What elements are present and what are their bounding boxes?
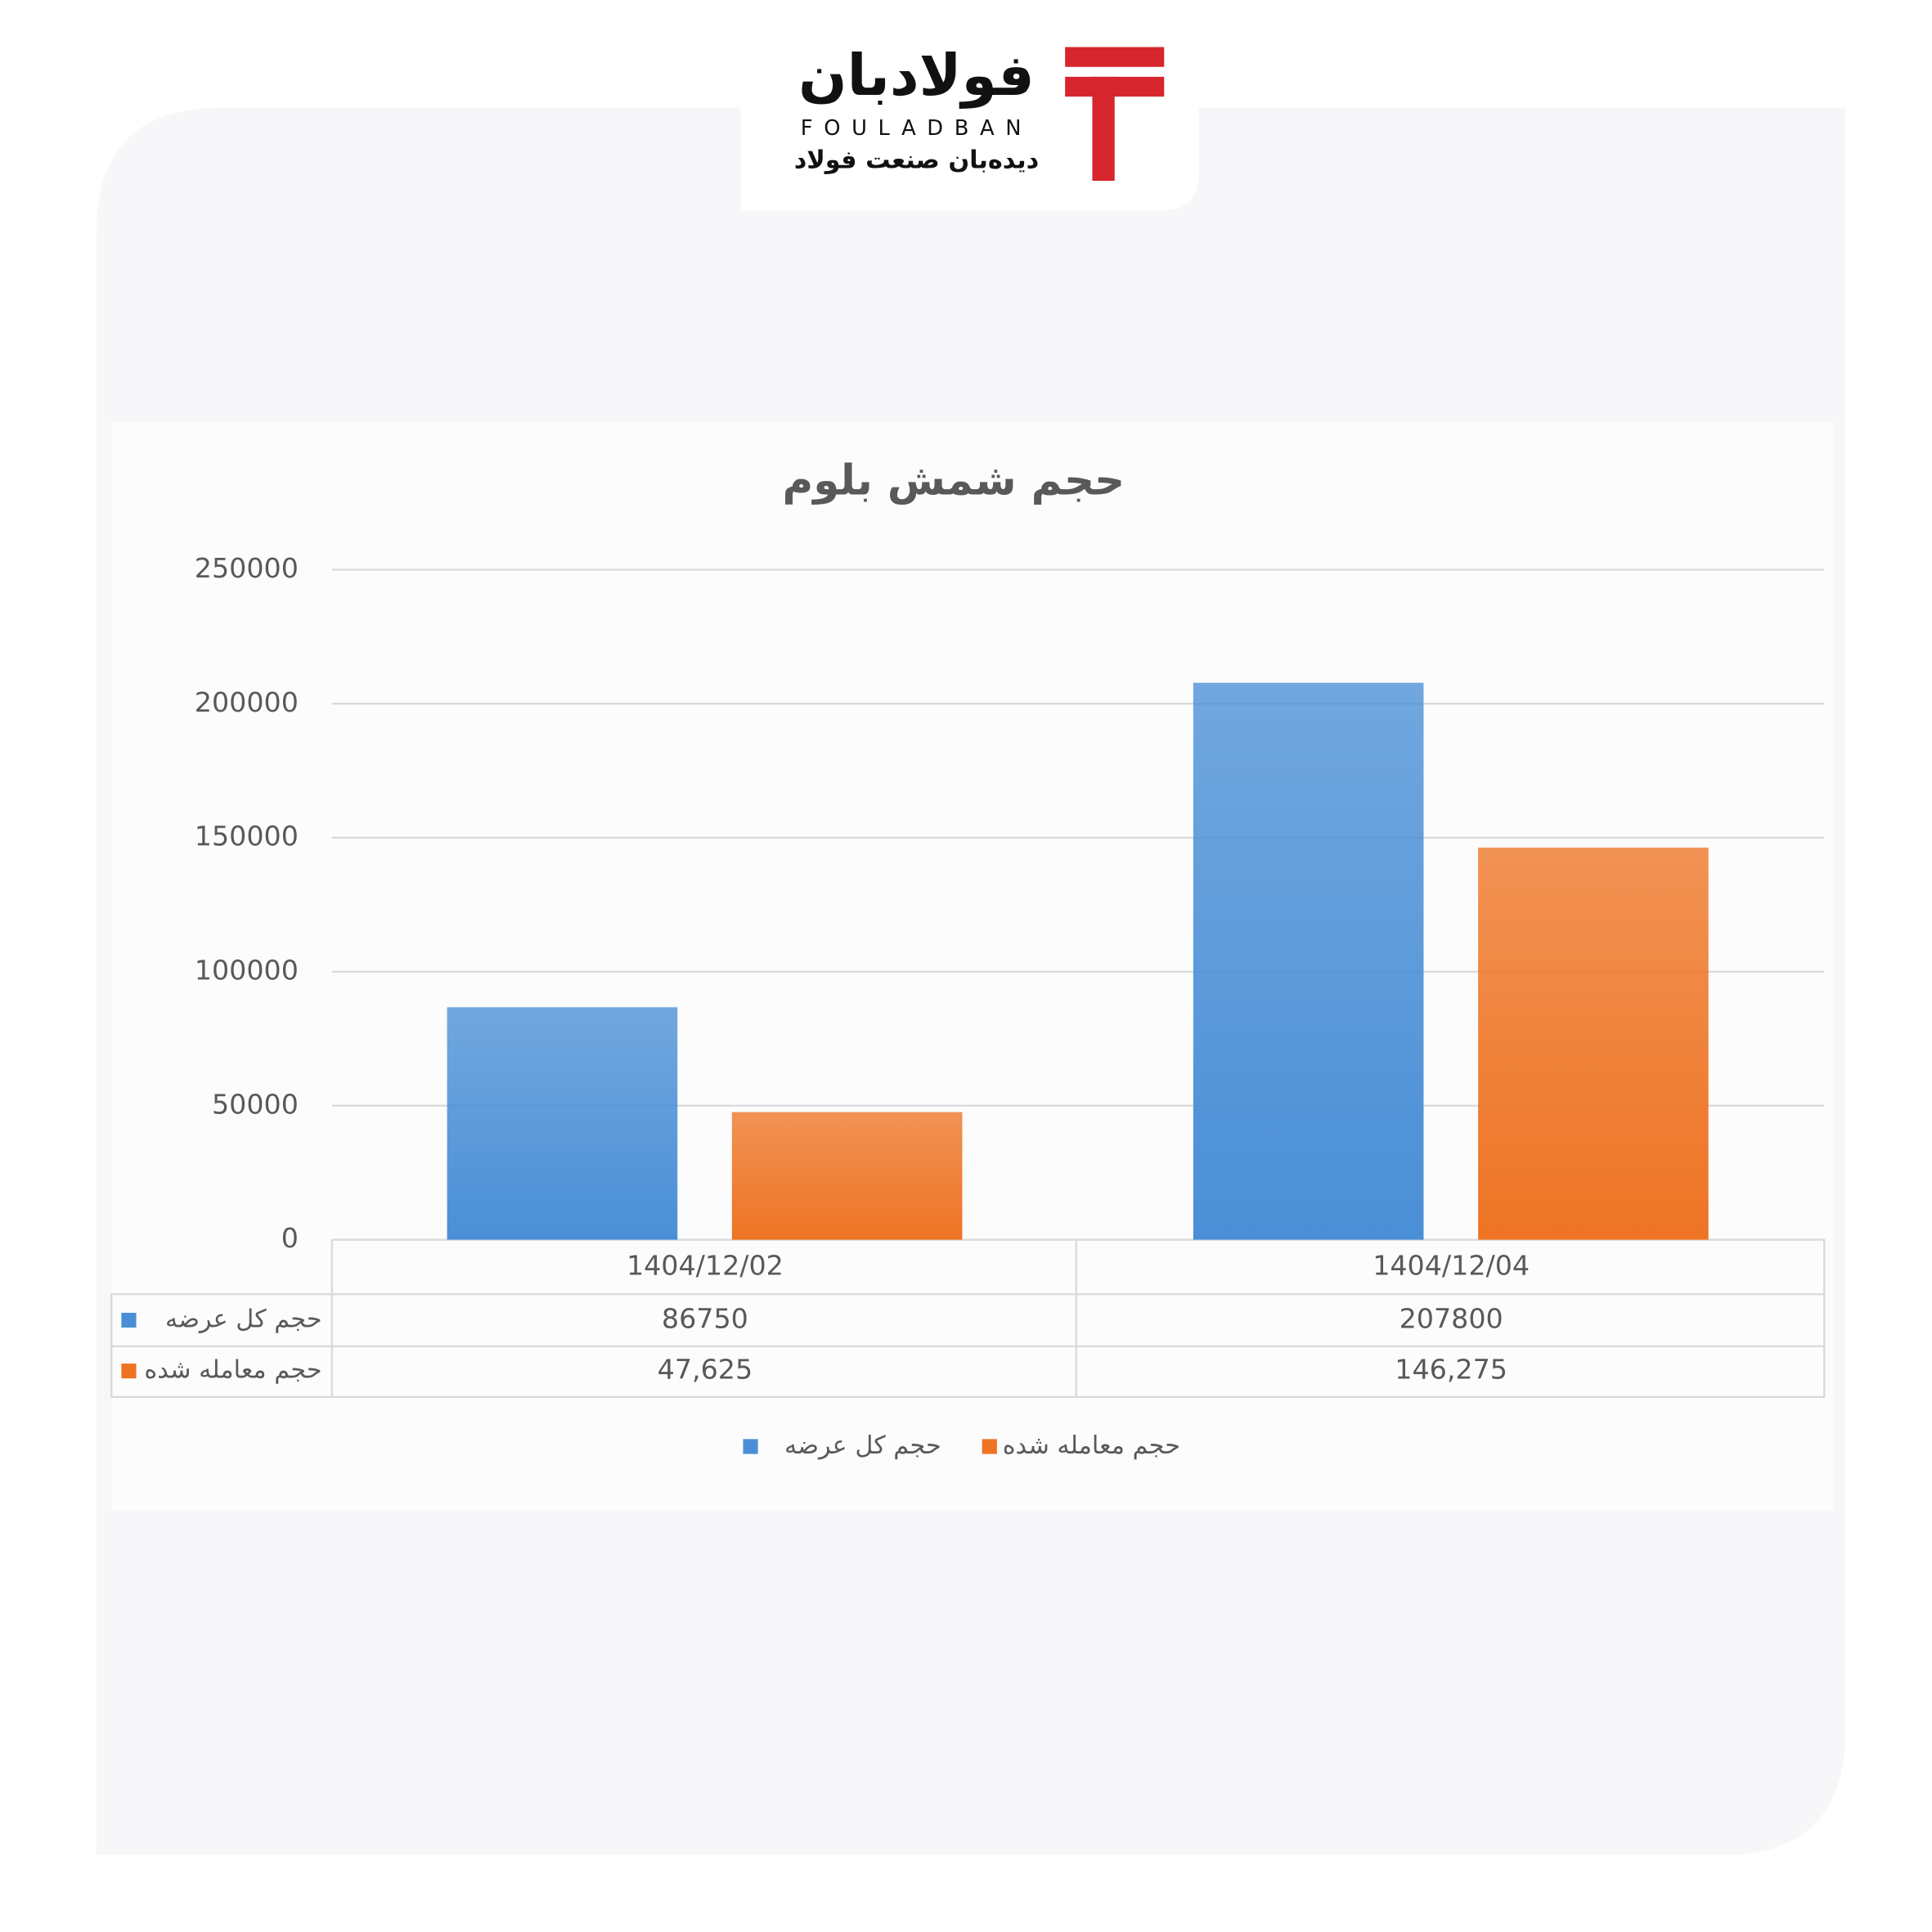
logo-latin: FOULADBAN [801,116,1032,141]
y-tick-label: 200000 [195,686,299,718]
legend-label: حجم کل عرضه [784,1431,941,1460]
y-tick-label: 150000 [195,820,299,852]
bar [447,1007,678,1240]
logo-name: فولادبان [798,43,1035,109]
legend-label: حجم معامله شده [1003,1431,1180,1460]
logo-tagline: دیده‌بان صنعت فولاد [794,146,1039,174]
x-tick-label: 1404/12/04 [1373,1249,1530,1281]
bar [1478,847,1709,1240]
bar [1193,682,1424,1240]
table-value: 47,625 [658,1354,753,1386]
y-tick-label: 100000 [195,954,299,986]
table-series-name: حجم معامله شده [144,1356,321,1385]
table-value: 146,275 [1395,1354,1507,1386]
table-key [121,1312,137,1328]
table-key [121,1364,137,1379]
table-series-name: حجم کل عرضه [165,1305,322,1334]
legend-key [982,1439,997,1454]
y-tick-label: 50000 [212,1088,299,1120]
legend-key [743,1439,758,1454]
y-tick-label: 250000 [195,552,299,584]
chart-title: حجم شمش بلوم [783,456,1126,505]
table-value: 86750 [662,1303,748,1335]
bar [731,1112,963,1240]
y-tick-label: 0 [281,1222,299,1254]
data-table [110,1238,1826,1399]
table-value: 207800 [1400,1303,1503,1335]
x-tick-label: 1404/12/02 [627,1249,784,1281]
logo-mark [1065,47,1165,182]
